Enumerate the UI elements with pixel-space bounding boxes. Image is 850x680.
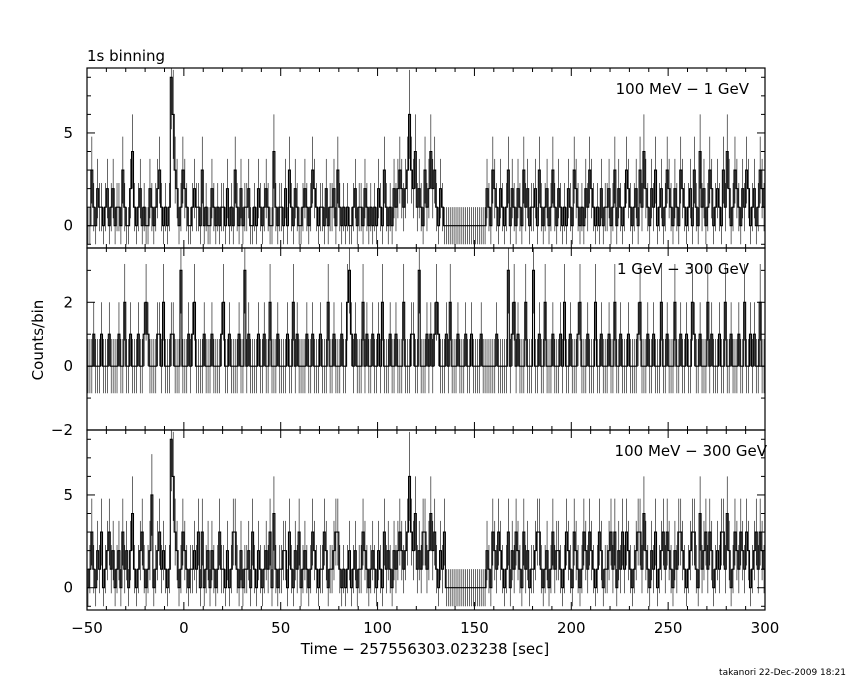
panel-1gev-300gev: −2 0 2 1 GeV − 300 GeV (51, 247, 766, 439)
footer-credit: takanori 22-Dec-2009 18:21 (719, 668, 846, 678)
y-axis-label: Counts/bin (29, 300, 47, 381)
y-tick-label: −2 (51, 421, 73, 439)
x-tick-label: 150 (460, 619, 489, 637)
x-tick-label: −50 (71, 619, 103, 637)
y-tick-label: 0 (63, 579, 73, 597)
y-tick-label: 0 (63, 357, 73, 375)
panel-100mev-300gev: 0 5 100 MeV − 300 GeV (63, 429, 768, 611)
x-tick-labels: −50 0 50 100 150 200 250 300 (71, 619, 779, 637)
panel-100mev-1gev: 0 5 100 MeV − 1 GeV (63, 67, 766, 249)
chart-title: 1s binning (87, 47, 165, 65)
x-tick-label: 0 (179, 619, 189, 637)
series-data (87, 430, 765, 607)
x-axis-label: Time − 257556303.023238 [sec] (300, 640, 550, 658)
series-data (87, 248, 765, 394)
x-tick-label: 250 (654, 619, 683, 637)
panel-frame (86, 429, 766, 611)
count-step-line (87, 438, 765, 589)
series-data (87, 68, 765, 245)
count-step-line (87, 269, 765, 367)
count-step-line (87, 76, 765, 227)
x-tick-label: 100 (363, 619, 392, 637)
panel-band-label: 1 GeV − 300 GeV (617, 260, 750, 278)
y-tick-label: 5 (63, 486, 73, 504)
x-tick-label: 200 (557, 619, 586, 637)
y-tick-label: 0 (63, 217, 73, 235)
panel-band-label: 100 MeV − 300 GeV (615, 442, 768, 460)
y-tick-label: 2 (63, 293, 73, 311)
panel-band-label: 100 MeV − 1 GeV (616, 80, 750, 98)
x-tick-label: 50 (271, 619, 290, 637)
y-tick-label: 5 (63, 124, 73, 142)
x-tick-label: 300 (751, 619, 780, 637)
